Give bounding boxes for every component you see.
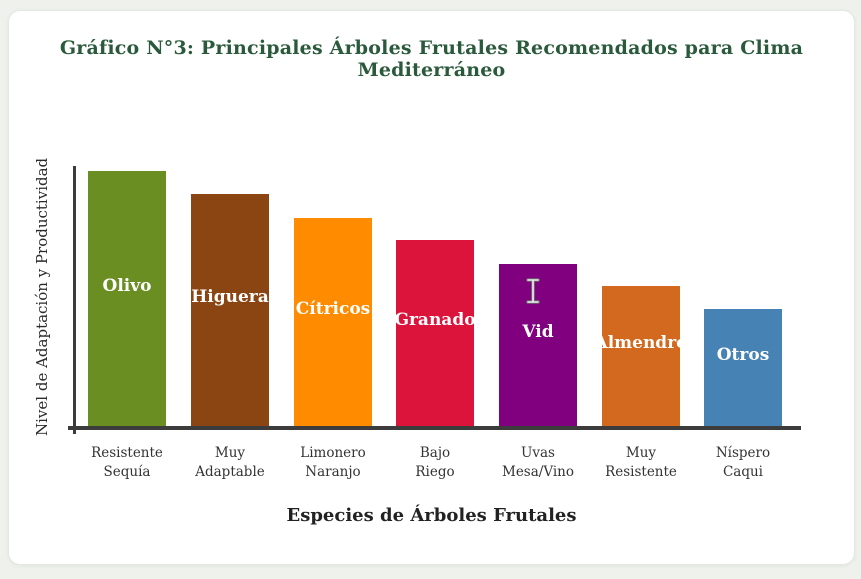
bar-higuera: Higuera — [191, 194, 269, 426]
bar-otros: Otros — [704, 309, 782, 426]
x-tick-otros: Níspero Caqui — [715, 445, 771, 480]
bar-label: Almendro — [594, 333, 688, 353]
x-tick-almendro: Muy Resistente — [605, 445, 677, 480]
bar-label: Otros — [716, 344, 770, 365]
bar-label: Cítricos — [295, 299, 371, 319]
x-tick-vid: Uvas Mesa/Vino — [502, 445, 574, 480]
bar-label: Vid — [522, 322, 554, 342]
chart-title: Gráfico N°3: Principales Árboles Frutale… — [59, 37, 804, 81]
bar-granado: Granado — [394, 240, 476, 426]
bar-citricos: Cítricos — [294, 218, 372, 426]
y-axis-line — [73, 166, 76, 434]
y-axis-title: Nivel de Adaptación y Productividad — [33, 157, 51, 437]
x-axis-ticks: Resistente Sequía Muy Adaptable Limonero… — [76, 444, 816, 488]
bar-label: Olivo — [102, 275, 152, 296]
bar-label: Higuera — [191, 287, 269, 307]
x-tick-olivo: Resistente Sequía — [91, 445, 163, 480]
x-tick-citricos: Limonero Naranjo — [300, 445, 366, 480]
bar-olivo: Olivo — [88, 171, 166, 426]
x-axis-line — [68, 426, 801, 430]
chart-card: Gráfico N°3: Principales Árboles Frutale… — [8, 10, 855, 565]
plot-area: Olivo Higuera Cítricos Granado Vid Almen… — [68, 166, 816, 434]
bar-vid: Vid — [499, 264, 577, 426]
x-tick-higuera: Muy Adaptable — [195, 445, 265, 480]
bar-almendro: Almendro — [595, 286, 688, 426]
x-tick-granado: Bajo Riego — [415, 445, 455, 480]
x-axis-title: Especies de Árboles Frutales — [286, 505, 577, 526]
bar-label: Granado — [394, 310, 476, 330]
text-cursor-icon — [524, 278, 542, 304]
